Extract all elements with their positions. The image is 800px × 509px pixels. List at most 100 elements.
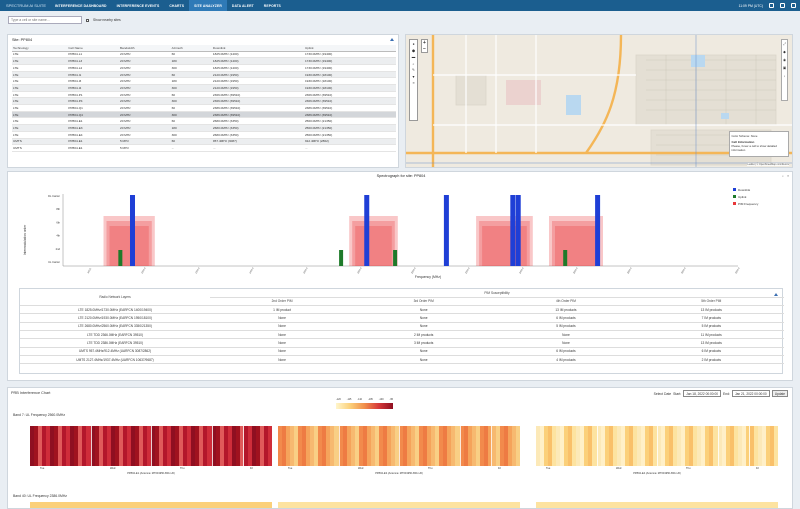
pim-band: [476, 216, 533, 266]
nav-charts[interactable]: CHARTS: [169, 3, 185, 8]
cells-cell: PP804-P4: [67, 97, 119, 106]
rectangle-tool-icon[interactable]: ▬: [411, 55, 416, 59]
nav-reports[interactable]: REPORTS: [263, 3, 281, 8]
spectrograph-title: Spectrograph for site: PP804: [376, 174, 426, 178]
prb-heatmap-band40[interactable]: [30, 502, 272, 508]
color-scheme-value[interactable]: None: [750, 133, 758, 138]
heatmap-day-label: Thu: [428, 467, 433, 470]
prb-heatmap[interactable]: [536, 426, 778, 466]
cells-row[interactable]: LTE PP804-Q1 20 MHz 60 2386.0MHz (39510) 2386…: [12, 104, 396, 112]
cells-col-header[interactable]: Azimuth: [170, 45, 212, 52]
cells-row[interactable]: LTE PP804-I3 20 MHz 180 2120.0MHz (1950) 1930…: [12, 77, 396, 86]
cells-cell: LTE: [12, 111, 68, 119]
zoom-reset-icon[interactable]: ⌕: [781, 174, 784, 178]
prb-heatmap[interactable]: [278, 426, 520, 466]
pim-collapse-icon[interactable]: [774, 293, 778, 296]
cells-col-header[interactable]: Cell Name: [67, 45, 119, 52]
filter-tool-icon[interactable]: ▼: [411, 74, 416, 79]
zoom-in-button[interactable]: +: [423, 40, 426, 46]
nav-site-analyzer[interactable]: SITE ANALYZER: [189, 0, 227, 11]
download-icon[interactable]: ↓: [783, 74, 786, 78]
cells-col-header[interactable]: Uplink: [303, 45, 396, 52]
nearby-sites-checkbox[interactable]: [86, 18, 89, 22]
cells-col-header[interactable]: Technology: [12, 45, 68, 52]
nav-interference-dashboard[interactable]: INTERFERENCE DASHBOARD: [55, 3, 107, 8]
prb-heatmap-band40[interactable]: [278, 502, 520, 508]
cells-cell: 1930.0MHz (18100): [303, 77, 396, 86]
layers-icon[interactable]: ◆: [783, 50, 786, 54]
brand-logo[interactable]: SPECTRUM AI SUITE: [6, 3, 47, 8]
map-attribution[interactable]: Leaflet | © OpenStreetMap contributors: [747, 163, 789, 166]
cells-row[interactable]: UMTS PP804-E1 5 MHz 60 957.4MHz (3087) 912.4M…: [12, 138, 396, 146]
pim-cell: LTE 1825.0MHz/1730.0MHz (EARFCN 1400/194…: [20, 305, 210, 315]
pim-cell: 1 IM product: [210, 305, 355, 315]
pim-row: LTE TDD 2366.0MHz (EARFCN 39510) None 2 IM…: [20, 330, 784, 340]
notification-icon[interactable]: [769, 3, 774, 8]
search-tool-icon[interactable]: ⌕: [412, 61, 415, 66]
cells-cell: 5 MHz: [118, 138, 171, 146]
pim-cell: None: [354, 347, 494, 356]
pim-band: [109, 226, 149, 266]
cells-cell: 60: [170, 51, 212, 59]
map-view-tools: ⤢ ◆ ◉ ▣ ↓: [781, 39, 788, 101]
cells-row[interactable]: LTE PP804-I1 20 MHz 60 2120.0MHz (1950) 1930.…: [12, 71, 396, 79]
collapse-icon[interactable]: [390, 38, 394, 41]
cells-cell: PP804-Q1: [67, 104, 119, 112]
settings-icon[interactable]: [791, 3, 796, 8]
cells-col-header[interactable]: Downlink: [211, 45, 304, 52]
pim-cell: None: [354, 305, 494, 315]
start-date-input[interactable]: Jan 18, 2022 00:00:00: [683, 390, 721, 397]
cells-row[interactable]: LTE PP804-Q4 20 MHz 300 2386.0MHz (39510) 238…: [12, 111, 396, 119]
print-icon[interactable]: ▣: [782, 66, 787, 70]
nav-data-alert[interactable]: DATA ALERT: [231, 3, 254, 8]
ruler-tool-icon[interactable]: ✎: [412, 68, 415, 72]
nav-interference-events[interactable]: INTERFERENCE EVENTS: [116, 3, 160, 8]
pim-row: UMTS 957.4MHz/912.4MHz (UARFCN 3087/2862…: [20, 347, 784, 356]
zoom-control: + −: [421, 39, 428, 53]
heatmap-day-label: Tue: [288, 467, 293, 470]
user-icon[interactable]: [780, 3, 785, 8]
pim-cell: None: [354, 313, 494, 323]
marker-tool-icon[interactable]: ●: [412, 42, 415, 46]
update-button[interactable]: Update: [771, 390, 788, 397]
cells-row[interactable]: LTE PP804-L4 20 MHz 300 1825.0MHz (1400) 1730…: [12, 64, 396, 72]
polygon-tool-icon[interactable]: ⬢: [411, 48, 416, 53]
map-draw-tools: ● ⬢ ▬ ⌕ ✎ ▼ ≡: [409, 39, 418, 121]
cells-row[interactable]: LTE PP804-E1 20 MHz 60 2680.0MHz (3350) 2560.…: [12, 117, 396, 126]
cells-row[interactable]: LTE PP804-P1 20 MHz 60 2366.0MHz (39510) 2366…: [12, 91, 396, 99]
cells-row[interactable]: LTE PP804-P4 20 MHz 300 2366.0MHz (39510) 236…: [12, 97, 396, 106]
site-search-input[interactable]: [8, 16, 82, 24]
cells-cell: 60: [170, 104, 212, 112]
pim-band: [106, 221, 152, 266]
zoom-out-button[interactable]: −: [423, 46, 426, 52]
cells-cell: PP804-P1: [67, 91, 119, 99]
layers-tool-icon[interactable]: ≡: [412, 81, 415, 85]
spectrograph-ytick: 8th: [56, 207, 60, 211]
clock[interactable]: 11:09 PM (UTC): [738, 3, 763, 8]
heatmap-day-label: Tue: [546, 467, 551, 470]
pim-cell: 7 IM products: [638, 313, 784, 323]
legend-label: PIM Frequency: [738, 202, 759, 206]
fullscreen-icon[interactable]: ⤢: [783, 42, 786, 46]
cells-cell: 20 MHz: [118, 117, 171, 126]
cells-row[interactable]: LTE PP804-I4 20 MHz 300 2120.0MHz (1950) 1930…: [12, 84, 396, 92]
cell-info-body: Please, hover a cell to show detailed in…: [731, 143, 777, 152]
site-map[interactable]: ● ⬢ ▬ ⌕ ✎ ▼ ≡ + − ⤢ ◆ ◉ ▣ ↓ Color Scheme…: [405, 34, 793, 168]
cells-row[interactable]: LTE PP804-E4 20 MHz 300 2680.0MHz (3350) 2560…: [12, 131, 396, 139]
cells-row[interactable]: LTE PP804-L1 20 MHz 60 1825.0MHz (1400) 1730.…: [12, 51, 396, 59]
menu-icon[interactable]: ≡: [786, 174, 789, 178]
cells-row[interactable]: LTE PP804-L3 20 MHz 180 1825.0MHz (1400) 1730…: [12, 57, 396, 65]
cells-cell: 20 MHz: [118, 57, 171, 65]
cells-row[interactable]: UMTS PP804-E1 5 MHz.........: [12, 144, 396, 152]
prb-heatmap-band40[interactable]: [536, 502, 778, 508]
prb-heatmap[interactable]: [30, 426, 272, 466]
cells-col-header[interactable]: Bandwidth: [118, 45, 171, 52]
end-date-input[interactable]: Jan 21, 2022 00:00:00: [731, 390, 770, 397]
uplink-bar: [563, 250, 568, 266]
locate-icon[interactable]: ◉: [782, 58, 787, 62]
site-toolbar: Show nearby sites: [8, 16, 121, 24]
spectrograph-xtick: 2800.0: [627, 267, 633, 275]
cells-row[interactable]: LTE PP804-E3 20 MHz 180 2680.0MHz (3350) 2560…: [12, 124, 396, 132]
cells-cell: 180: [170, 57, 212, 65]
legend-label: Downlink: [738, 188, 751, 192]
